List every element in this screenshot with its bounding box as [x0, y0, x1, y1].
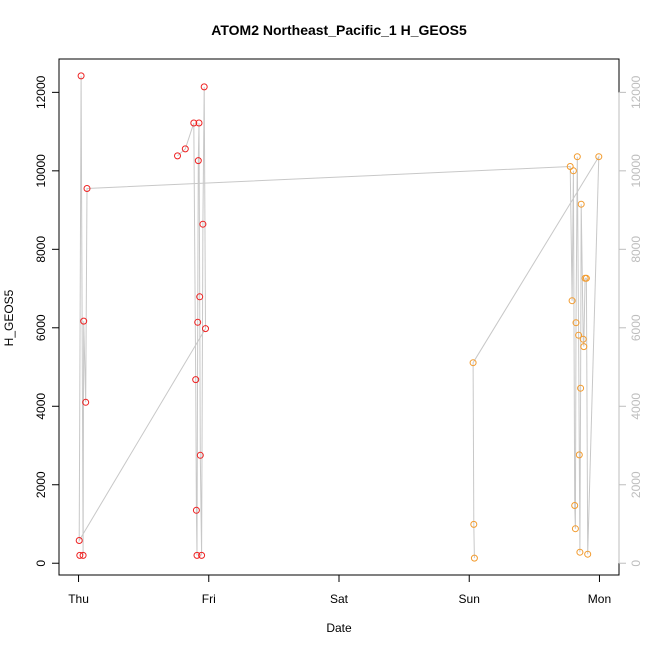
- y-axis-right: 0 2000 4000 6000 8000 10000 12000: [618, 75, 643, 567]
- data-point-34: [575, 451, 583, 459]
- data-point-32: [573, 153, 581, 161]
- data-point-2: [76, 551, 84, 559]
- data-point-24: [470, 520, 478, 528]
- data-point-42: [584, 550, 592, 558]
- data-point-38: [579, 335, 587, 343]
- data-point-5: [80, 317, 88, 325]
- y-tick-label-2: 2000: [34, 471, 48, 498]
- y-tick-label-right-7: 12000: [629, 75, 643, 109]
- chart-title: ATOM2 Northeast_Pacific_1 H_GEOS5: [211, 22, 467, 38]
- series-line-1: [177, 86, 206, 556]
- y-tick-label-right-2: 2000: [629, 471, 643, 498]
- data-point-30: [571, 525, 579, 533]
- x-tick-label-1: Thu: [68, 592, 89, 606]
- y-tick-label-right-5: 8000: [629, 236, 643, 263]
- data-point-36: [577, 384, 585, 392]
- data-point-16: [195, 119, 203, 127]
- x-tick-label-4: Sun: [459, 592, 480, 606]
- x-tick-label-3: Sat: [330, 592, 349, 606]
- series-points: [75, 72, 603, 562]
- data-point-13: [193, 551, 201, 559]
- data-point-43: [595, 153, 603, 161]
- data-point-7: [83, 185, 91, 192]
- y-tick-label-6: 10000: [34, 154, 48, 188]
- data-point-19: [198, 551, 206, 559]
- data-point-27: [568, 297, 576, 305]
- data-point-33: [575, 331, 583, 339]
- data-point-23: [469, 359, 477, 367]
- data-point-10: [190, 119, 198, 127]
- plot-frame: [58, 58, 620, 576]
- x-tick-label-2: Fri: [202, 592, 216, 606]
- y-tick-label-7: 12000: [34, 75, 48, 109]
- data-point-41: [582, 274, 590, 282]
- data-point-11: [192, 376, 200, 384]
- data-point-4: [79, 551, 87, 559]
- x-tick-label-5: Mon: [588, 592, 611, 606]
- data-point-9: [181, 145, 189, 153]
- y-tick-label-5: 8000: [34, 236, 48, 263]
- data-point-17: [196, 293, 204, 301]
- data-point-15: [194, 157, 202, 165]
- data-point-20: [199, 220, 207, 228]
- data-point-3: [77, 72, 85, 80]
- data-point-35: [576, 548, 584, 556]
- y-tick-label-3: 4000: [34, 393, 48, 420]
- data-point-8: [174, 152, 181, 160]
- data-point-1: [75, 537, 83, 544]
- x-axis: Thu Fri Sat Sun Mon: [68, 574, 611, 606]
- data-point-21: [200, 83, 208, 91]
- y-tick-label-right-4: 6000: [629, 314, 643, 341]
- y-tick-label-right-6: 10000: [629, 154, 643, 188]
- data-point-31: [572, 319, 580, 327]
- data-point-25: [470, 554, 478, 562]
- y-tick-label-right-1: 0: [629, 560, 643, 567]
- data-point-12: [192, 506, 200, 514]
- series-lines: [78, 75, 600, 559]
- y-axis-label: H_GEOS5: [2, 289, 16, 346]
- y-axis-left: 0 2000 4000 6000 8000 10000 12000: [34, 75, 60, 567]
- data-point-14: [194, 318, 202, 326]
- data-point-18: [196, 451, 204, 459]
- data-point-37: [577, 200, 585, 208]
- data-point-28: [569, 167, 577, 175]
- data-point-29: [571, 502, 579, 509]
- data-point-22: [202, 325, 209, 333]
- data-point-6: [82, 398, 90, 406]
- x-axis-label: Date: [326, 621, 352, 635]
- data-point-39: [580, 343, 588, 351]
- y-tick-label-4: 6000: [34, 314, 48, 341]
- y-tick-label-right-3: 4000: [629, 393, 643, 420]
- series-line-2: [78, 75, 600, 559]
- y-tick-label-1: 0: [34, 560, 48, 567]
